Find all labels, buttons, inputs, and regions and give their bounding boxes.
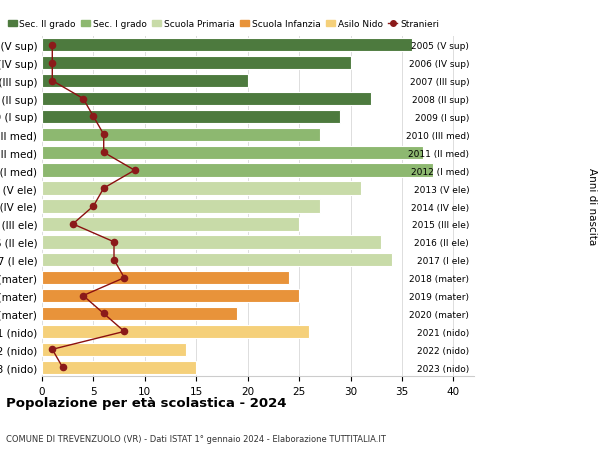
Bar (42, 182, 361, 196)
Point (68, 221, 77, 228)
Point (79, 95, 88, 103)
Bar (42, 75, 248, 88)
Legend: Sec. II grado, Sec. I grado, Scuola Primaria, Scuola Infanzia, Asilo Nido, Stran: Sec. II grado, Sec. I grado, Scuola Prim… (8, 20, 439, 29)
Point (79, 292, 88, 300)
Bar (42, 307, 238, 320)
Point (119, 274, 129, 282)
Point (89, 203, 98, 210)
Text: Anni di nascita: Anni di nascita (587, 168, 597, 245)
Bar (42, 93, 371, 106)
Point (99, 185, 109, 192)
Point (47, 60, 57, 67)
Point (89, 113, 98, 121)
Point (109, 257, 119, 264)
Bar (42, 39, 412, 52)
Bar (42, 253, 392, 267)
Text: Popolazione per età scolastica - 2024: Popolazione per età scolastica - 2024 (6, 396, 287, 409)
Point (130, 167, 139, 174)
Point (119, 328, 129, 336)
Bar (42, 235, 382, 249)
Bar (42, 146, 422, 160)
Point (47, 78, 57, 85)
Bar (42, 111, 340, 124)
Point (99, 131, 109, 139)
Bar (42, 271, 289, 285)
Bar (42, 289, 299, 302)
Point (47, 346, 57, 353)
Bar (42, 325, 310, 338)
Point (109, 239, 119, 246)
Bar (42, 164, 433, 178)
Bar (42, 57, 350, 70)
Point (99, 310, 109, 318)
Bar (42, 218, 299, 231)
Bar (42, 361, 196, 374)
Bar (42, 200, 320, 213)
Point (99, 149, 109, 157)
Point (58, 364, 67, 371)
Point (47, 42, 57, 49)
Bar (42, 129, 320, 142)
Bar (42, 343, 186, 356)
Text: COMUNE DI TREVENZUOLO (VR) - Dati ISTAT 1° gennaio 2024 - Elaborazione TUTTITALI: COMUNE DI TREVENZUOLO (VR) - Dati ISTAT … (6, 434, 386, 442)
